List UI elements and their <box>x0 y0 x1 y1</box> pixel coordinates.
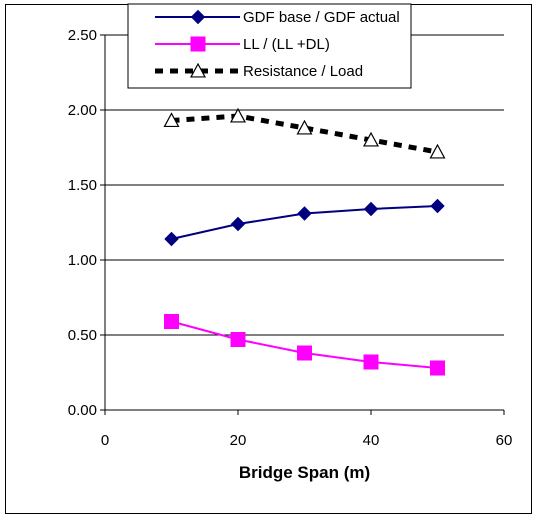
series-1-point-3 <box>363 354 379 370</box>
x-tick-label-2: 40 <box>363 432 380 449</box>
series-0-point-0 <box>164 231 179 247</box>
x-tick-label-0: 0 <box>101 432 109 449</box>
legend-label-1: LL / (LL +DL) <box>243 36 330 53</box>
y-tick-label-5: 2.50 <box>68 27 97 44</box>
series-2-point-2 <box>296 119 313 135</box>
x-tick-label-1: 20 <box>230 432 247 449</box>
axes: 0.00 0.50 1.00 1.50 2.00 2.50 0 20 40 60 <box>68 27 513 449</box>
series-layer <box>163 107 446 376</box>
y-tick-label-3: 1.50 <box>68 177 97 194</box>
series-2 <box>163 107 446 159</box>
x-tick-label-3: 60 <box>496 432 513 449</box>
series-0-point-1 <box>230 216 246 232</box>
legend-marker-0 <box>190 9 206 25</box>
y-tick-label-2: 1.00 <box>68 252 97 269</box>
series-2-point-1 <box>229 107 247 123</box>
series-0 <box>164 198 445 247</box>
series-0-point-4 <box>430 198 445 214</box>
y-tick-label-0: 0.00 <box>68 402 97 419</box>
y-tick-label-4: 2.00 <box>68 102 97 119</box>
legend-marker-1 <box>190 36 206 52</box>
series-2-point-3 <box>362 131 380 147</box>
series-1-point-1 <box>230 332 246 347</box>
series-1 <box>164 314 445 376</box>
series-1-point-0 <box>164 314 179 329</box>
series-2-point-4 <box>429 143 446 159</box>
series-0-point-2 <box>297 206 312 221</box>
series-2-point-0 <box>163 112 180 128</box>
legend: GDF base / GDF actual LL / (LL +DL) Resist… <box>127 3 412 89</box>
y-tick-label-1: 0.50 <box>68 327 97 344</box>
legend-label-2: Resistance / Load <box>243 63 363 80</box>
series-1-point-4 <box>430 360 445 376</box>
series-0-point-3 <box>363 201 379 217</box>
legend-label-0: GDF base / GDF actual <box>243 9 400 26</box>
x-axis-title: Bridge Span (m) <box>239 463 370 482</box>
legend-marker-2 <box>189 62 207 78</box>
series-1-point-2 <box>297 345 312 361</box>
chart-border <box>5 4 532 514</box>
